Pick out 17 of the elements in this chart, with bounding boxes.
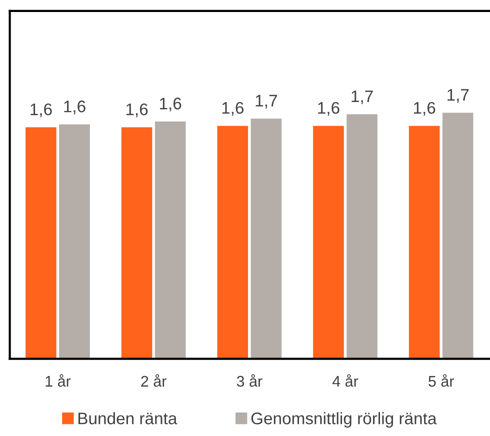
data-label: 1,7 — [448, 89, 469, 103]
data-label: 1,6 — [160, 98, 182, 112]
x-tick-label: 3 år — [236, 374, 262, 387]
x-tick-label: 1 år — [46, 374, 71, 387]
data-label: 1,7 — [352, 90, 373, 104]
data-label: 1,6 — [126, 103, 148, 118]
data-label: 1,6 — [222, 102, 244, 116]
data-label: 1,6 — [414, 102, 436, 116]
data-label: 1,7 — [256, 94, 277, 109]
x-tick-label: 2 år — [141, 374, 166, 387]
data-label: 1,6 — [64, 100, 86, 114]
legend-label: Genomsnittlig rörlig ränta — [251, 412, 437, 428]
x-tick-label: 5 år — [428, 374, 454, 387]
data-label: 1,6 — [30, 103, 52, 118]
legend-label: Bunden ränta — [78, 412, 178, 424]
data-label: 1,6 — [318, 102, 340, 116]
x-tick-label: 4 år — [332, 374, 358, 387]
